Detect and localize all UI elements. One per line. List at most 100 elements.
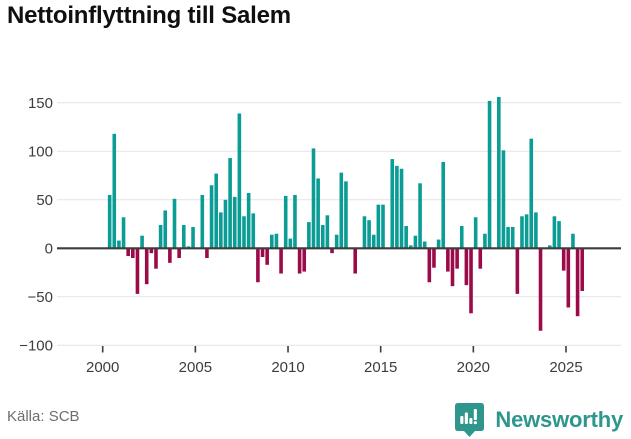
- bar: [422, 241, 427, 249]
- bar: [515, 248, 520, 294]
- bar: [140, 235, 144, 249]
- brand-name: Newsworthy: [495, 407, 623, 432]
- y-axis-tick-label: 50: [36, 192, 53, 209]
- bar: [469, 248, 473, 314]
- bar: [395, 165, 399, 249]
- bar: [228, 158, 232, 249]
- bar: [135, 248, 140, 294]
- bar: [288, 238, 293, 249]
- y-axis-tick-label: 150: [28, 95, 53, 112]
- bar: [464, 248, 469, 286]
- bar: [270, 234, 274, 249]
- bar: [260, 248, 265, 258]
- bar: [279, 248, 283, 274]
- bar: [121, 217, 126, 249]
- chart-title: Nettoinflyttning till Salem: [7, 2, 291, 29]
- bar: [436, 239, 441, 249]
- bar: [376, 204, 381, 249]
- bar: [459, 225, 464, 249]
- bar: [131, 248, 135, 258]
- x-axis-tick-label: 2010: [271, 359, 304, 376]
- x-axis-tick-label: 2015: [364, 359, 397, 376]
- bar: [293, 194, 297, 249]
- bar: [117, 240, 121, 249]
- bar: [344, 181, 348, 249]
- bar: [575, 248, 580, 317]
- bar: [223, 199, 228, 249]
- bar: [237, 113, 242, 249]
- bar: [107, 194, 112, 249]
- bar: [367, 220, 371, 249]
- bar: [566, 248, 571, 308]
- bar: [506, 226, 510, 249]
- bar: [126, 248, 130, 257]
- bar: [381, 204, 385, 249]
- bar: [311, 148, 316, 249]
- bar: [191, 226, 195, 249]
- bar: [274, 233, 279, 249]
- x-axis-tick-label: 2005: [179, 359, 212, 376]
- bar: [520, 216, 524, 249]
- bar: [325, 215, 330, 249]
- bar: [172, 198, 177, 249]
- bar: [413, 235, 418, 249]
- bar: [473, 217, 478, 249]
- bar: [371, 234, 376, 249]
- bar: [404, 225, 408, 249]
- bar: [232, 196, 237, 249]
- bar: [251, 213, 256, 249]
- bar: [181, 225, 186, 249]
- bar: [432, 248, 436, 268]
- bar: [330, 248, 334, 254]
- bar: [529, 138, 534, 249]
- migration-bar-chart: 150 100 50 0 −50 −100 2000 2005 2010 2015 2020 2025: [19, 95, 621, 376]
- bar: [307, 222, 311, 249]
- bar: [256, 248, 260, 283]
- bar: [339, 172, 344, 249]
- bar: [209, 185, 214, 249]
- bar: [205, 248, 209, 258]
- bar: [390, 159, 395, 249]
- bar: [580, 248, 585, 291]
- bar: [154, 248, 158, 269]
- y-axis-tick-label: 0: [45, 241, 53, 258]
- bar: [149, 248, 154, 254]
- bar: [418, 183, 422, 249]
- bar: [242, 216, 246, 249]
- bar: [427, 248, 432, 283]
- bar: [501, 150, 506, 249]
- y-axis-tick-label: 100: [28, 144, 53, 161]
- bar: [168, 248, 172, 263]
- bar: [334, 234, 339, 249]
- bar: [478, 248, 483, 269]
- bar: [112, 133, 117, 249]
- bar: [214, 173, 219, 249]
- bar: [557, 221, 561, 249]
- x-axis-tick-label: 2025: [549, 359, 582, 376]
- bar: [144, 248, 149, 285]
- y-axis-tick-label: −50: [28, 289, 53, 306]
- bar: [362, 216, 367, 249]
- bar: [487, 100, 492, 249]
- source-note: Källa: SCB: [7, 408, 80, 425]
- bar: [547, 245, 552, 249]
- bar: [177, 248, 181, 258]
- bar: [320, 225, 325, 249]
- bar: [483, 233, 487, 249]
- bar: [524, 214, 529, 249]
- y-axis-tick-label: −100: [19, 338, 53, 355]
- bar: [571, 233, 575, 249]
- bar: [534, 212, 538, 249]
- bar: [441, 161, 446, 249]
- x-axis-tick-label: 2020: [457, 359, 490, 376]
- bar: [219, 212, 223, 249]
- bar: [297, 248, 302, 274]
- newsworthy-badge-bar-chart-icon: [455, 403, 485, 437]
- bar: [399, 168, 404, 249]
- bar: [283, 195, 288, 249]
- bar: [450, 248, 455, 287]
- bar: [408, 245, 413, 249]
- bar: [455, 248, 459, 269]
- bar: [538, 248, 543, 331]
